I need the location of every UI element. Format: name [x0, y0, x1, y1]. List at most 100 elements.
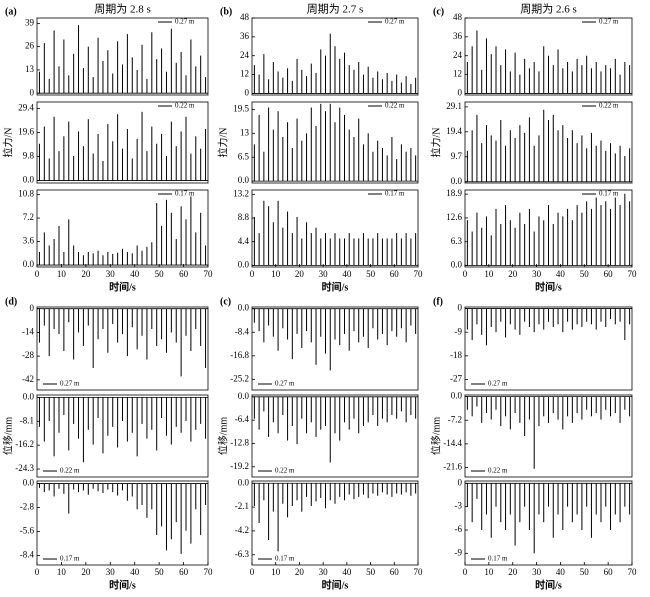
x-axis-label: 时间/s	[322, 578, 349, 591]
x-tick-label: 30	[532, 269, 542, 279]
y-tick-label: 19.5	[233, 103, 249, 113]
x-tick-label: 50	[580, 269, 590, 279]
legend-label: 0.27 m	[488, 380, 508, 388]
y-tick-label: -28	[22, 350, 34, 360]
y-tick-label: 48	[240, 12, 250, 22]
axes-frame	[251, 394, 419, 478]
x-tick-label: 70	[628, 269, 638, 279]
axes-frame	[464, 189, 633, 268]
x-tick-label: 70	[414, 567, 424, 577]
y-tick-label: 0.0	[23, 478, 35, 488]
legend-label: 0.17 m	[488, 555, 508, 563]
x-tick-label: 0	[463, 269, 468, 279]
legend-label: 0.22 m	[60, 467, 80, 475]
x-tick-label: 70	[204, 269, 214, 279]
axes-frame	[36, 394, 209, 478]
y-tick-label: -7.2	[448, 414, 462, 424]
x-tick-label: 10	[57, 269, 67, 279]
y-tick-label: 24	[240, 50, 250, 60]
legend-label: 0.22 m	[488, 467, 508, 475]
y-tick-label: 12	[240, 69, 249, 79]
y-tick-label: 0.0	[23, 175, 35, 185]
legend-label: 0.27 m	[175, 18, 195, 26]
y-tick-label: 0.0	[451, 176, 463, 186]
legend-label: 0.17 m	[175, 190, 195, 198]
x-tick-label: 0	[35, 269, 40, 279]
y-tick-label: 10.8	[18, 189, 34, 199]
x-tick-label: 30	[106, 567, 116, 577]
y-tick-label: -8.1	[20, 415, 34, 425]
x-tick-label: 20	[295, 567, 305, 577]
y-tick-label: 36	[240, 31, 250, 41]
x-tick-label: 0	[250, 567, 255, 577]
x-tick-label: 60	[390, 567, 400, 577]
y-tick-label: -25.2	[230, 373, 249, 383]
legend-label: 0.17 m	[599, 190, 619, 198]
panel-label: (b)	[220, 6, 232, 17]
y-tick-label: 0.0	[451, 391, 463, 401]
axes-frame	[36, 480, 209, 566]
y-tick-label: -6.3	[235, 549, 250, 559]
x-tick-label: 10	[484, 567, 494, 577]
y-tick-label: 13	[25, 64, 35, 74]
y-tick-label: 6.5	[238, 151, 250, 161]
axes-frame	[464, 394, 633, 478]
axes-frame	[464, 480, 633, 566]
y-tick-label: 29.1	[446, 101, 462, 111]
y-axis-label: 位移/mm	[429, 417, 442, 456]
axes-frame	[36, 189, 209, 268]
y-tick-label: 29.4	[18, 102, 34, 112]
y-tick-label: 0.0	[23, 391, 35, 401]
x-tick-label: 0	[463, 567, 468, 577]
y-tick-label: 24	[453, 50, 463, 60]
x-tick-label: 20	[508, 269, 518, 279]
y-tick-label: -14	[22, 326, 34, 336]
x-tick-label: 40	[342, 269, 352, 279]
y-tick-label: 0.0	[238, 477, 250, 487]
x-tick-label: 60	[604, 269, 614, 279]
y-tick-label: 0	[30, 87, 35, 97]
panel-label: (c)	[433, 6, 444, 17]
y-tick-label: 7.2	[23, 212, 34, 222]
x-tick-label: 10	[484, 269, 494, 279]
y-tick-label: 6.3	[451, 236, 463, 246]
y-tick-label: 3.6	[23, 236, 35, 246]
y-tick-label: 0.0	[23, 259, 35, 269]
y-tick-label: -6.4	[235, 414, 250, 424]
panel-label: (d)	[5, 296, 17, 307]
axes-frame	[36, 101, 209, 184]
y-tick-label: 0.0	[238, 391, 250, 401]
panel-title: 周期为 2.8 s	[94, 3, 151, 16]
x-tick-label: 10	[57, 567, 67, 577]
y-tick-label: 0	[458, 87, 463, 97]
x-tick-label: 50	[366, 269, 376, 279]
y-tick-label: 39	[25, 17, 35, 27]
legend-label: 0.27 m	[599, 18, 619, 26]
y-tick-label: -18	[450, 350, 462, 360]
x-tick-label: 10	[271, 567, 281, 577]
axes-frame	[464, 101, 633, 184]
y-tick-label: -21.6	[443, 462, 462, 472]
legend-label: 0.17 m	[275, 555, 295, 563]
x-tick-label: 60	[179, 567, 189, 577]
y-axis-label: 拉力/N	[1, 128, 14, 158]
x-tick-label: 30	[319, 567, 329, 577]
x-tick-label: 60	[604, 567, 614, 577]
y-tick-label: -2.1	[235, 501, 249, 511]
y-tick-label: -24.3	[15, 463, 34, 473]
y-tick-label: 8.8	[238, 212, 250, 222]
x-tick-label: 40	[130, 269, 140, 279]
x-axis-label: 时间/s	[322, 280, 349, 293]
y-tick-label: -9	[455, 547, 463, 557]
x-tick-label: 20	[81, 269, 91, 279]
y-tick-label: 12	[453, 69, 462, 79]
y-tick-label: -3	[455, 501, 463, 511]
axes-frame	[464, 17, 633, 96]
x-tick-label: 20	[81, 567, 91, 577]
x-tick-label: 60	[179, 269, 189, 279]
legend-label: 0.27 m	[275, 380, 295, 388]
x-tick-label: 20	[295, 269, 305, 279]
axes-frame	[36, 306, 209, 391]
panel-title: 周期为 2.6 s	[520, 3, 577, 16]
